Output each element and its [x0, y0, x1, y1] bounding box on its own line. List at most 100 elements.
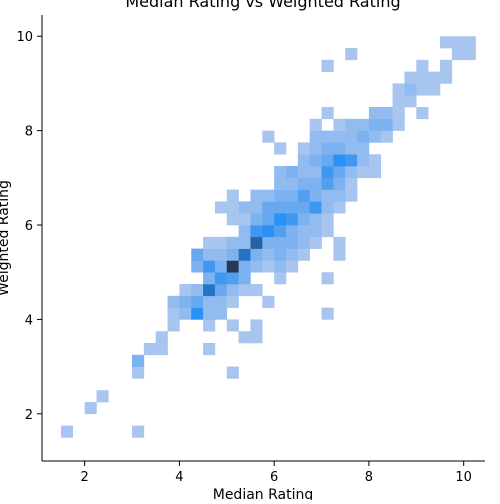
histogram-bin	[226, 319, 239, 332]
histogram-bin	[226, 272, 239, 285]
histogram-bin	[297, 166, 310, 179]
histogram-bin	[357, 130, 370, 143]
histogram-bin	[439, 36, 453, 49]
histogram-bin	[286, 177, 299, 190]
histogram-bin	[203, 272, 216, 285]
histogram-bin	[368, 118, 382, 131]
histogram-bin	[357, 118, 370, 131]
histogram-bin	[179, 307, 192, 320]
histogram-bin	[214, 307, 228, 320]
histogram-bin	[132, 425, 145, 438]
plot-area	[60, 36, 476, 438]
histogram-bin	[214, 295, 228, 308]
histogram-bin	[345, 166, 358, 179]
histogram-bin	[309, 213, 322, 226]
histogram-bin	[428, 71, 441, 84]
histogram-bin	[238, 284, 251, 297]
histogram-bin	[286, 213, 299, 226]
histogram-bin	[203, 307, 216, 320]
histogram-bin	[203, 248, 216, 261]
histogram-bin	[333, 201, 346, 214]
histogram-bin	[250, 225, 263, 238]
histogram-bin	[309, 201, 322, 214]
histogram-bin	[345, 130, 358, 143]
histogram-bin	[309, 142, 322, 155]
histogram-bin	[345, 118, 358, 131]
histogram-bin	[404, 95, 417, 108]
histogram-bin	[274, 177, 287, 190]
x-tick-label: 10	[455, 470, 472, 485]
histogram-bin	[286, 260, 299, 273]
histogram-bin	[203, 236, 216, 249]
histogram-bin	[309, 118, 322, 131]
histogram-bin	[297, 213, 310, 226]
histogram-bin	[368, 166, 382, 179]
histogram-bin	[297, 154, 310, 167]
histogram-bin	[250, 331, 263, 344]
y-axis-ticks: 2 4 6 8 10	[16, 30, 42, 423]
histogram-bin	[321, 130, 334, 143]
histogram-bin	[238, 236, 251, 249]
histogram-bin	[132, 366, 145, 379]
histogram-bin	[226, 236, 239, 249]
histogram-bin	[226, 260, 239, 273]
histogram-bin	[167, 307, 180, 320]
histogram-bin	[238, 331, 251, 344]
histogram-bin	[143, 343, 157, 356]
histogram-bin	[203, 319, 216, 332]
histogram-bin	[321, 177, 334, 190]
histogram-bin	[321, 307, 334, 320]
histogram-bin	[250, 236, 263, 249]
histogram-bin	[155, 331, 168, 344]
histogram-bin	[250, 213, 263, 226]
histogram-bin	[321, 166, 334, 179]
histogram-bin	[368, 107, 382, 120]
histogram-bin	[309, 166, 322, 179]
histogram-bin	[309, 236, 322, 249]
histogram-bin	[297, 189, 310, 202]
histogram-bin	[262, 225, 275, 238]
histogram-bin	[286, 189, 299, 202]
histogram-bin	[262, 189, 275, 202]
histogram-bin	[238, 201, 251, 214]
histogram-bin	[309, 189, 322, 202]
histogram-bin	[333, 118, 346, 131]
histogram-bin	[274, 213, 287, 226]
histogram-bin	[155, 343, 168, 356]
histogram-bin	[345, 142, 358, 155]
histogram-bin	[333, 130, 346, 143]
y-tick-label: 4	[25, 313, 33, 328]
histogram-bin	[321, 189, 334, 202]
chart-title: Median Rating vs Weighted Rating	[125, 0, 400, 11]
histogram-bin	[392, 118, 405, 131]
histogram-bin	[380, 107, 393, 120]
histogram-bin	[297, 201, 310, 214]
histogram-bin	[274, 166, 287, 179]
histogram-bin	[262, 248, 275, 261]
histogram-bin	[226, 295, 239, 308]
histogram-bin	[84, 402, 97, 415]
histogram-bin	[321, 201, 334, 214]
histogram-bin	[274, 272, 287, 285]
histogram-bin	[297, 142, 310, 155]
histogram-bin	[345, 154, 358, 167]
histogram-bin	[250, 248, 263, 261]
histogram-bin	[297, 248, 310, 261]
histogram-bin	[321, 225, 334, 238]
histogram-bin	[226, 366, 239, 379]
histogram-bin	[451, 48, 464, 61]
histogram-bin	[191, 295, 204, 308]
histogram-bin	[226, 213, 239, 226]
histogram-bin	[262, 236, 275, 249]
histogram-bin	[368, 130, 382, 143]
histogram-bin	[250, 284, 263, 297]
histogram-bin	[321, 59, 334, 72]
histogram-bin	[262, 213, 275, 226]
histogram-bin	[250, 189, 263, 202]
histogram-bin	[309, 154, 322, 167]
histogram-bin	[333, 142, 346, 155]
histogram-bin	[333, 177, 346, 190]
histogram-bin	[357, 142, 370, 155]
histogram-bin	[226, 284, 239, 297]
